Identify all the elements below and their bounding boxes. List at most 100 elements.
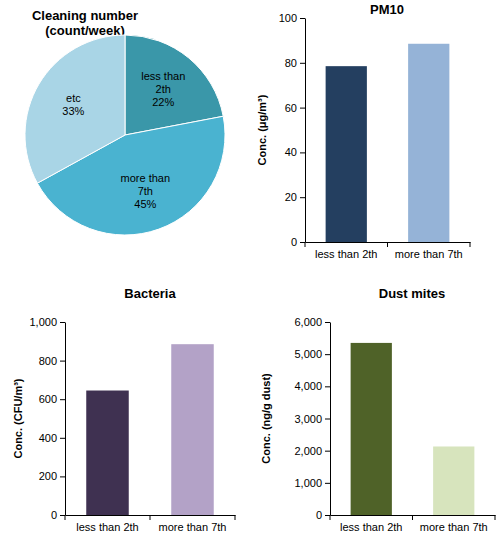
x-tick: more than 7th xyxy=(159,515,227,533)
bar-chart: 02004006008001,000less than 2thmore than… xyxy=(12,286,236,533)
y-tick: 4,000 xyxy=(294,380,330,392)
y-tick-label: 0 xyxy=(291,236,297,248)
x-axis: less than 2th more than 7th xyxy=(66,515,236,533)
y-tick: 200 xyxy=(39,470,65,482)
y-tick-mark xyxy=(300,242,305,243)
y-tick: 60 xyxy=(285,102,305,114)
bar-chart: 0 20 40 60 80 100 less than 2th more than 7th PM… xyxy=(256,2,471,260)
y-tick-label: 1,000 xyxy=(29,316,57,328)
y-tick-mark xyxy=(60,399,65,400)
y-tick-label: 80 xyxy=(285,57,297,69)
y-tick: 1,000 xyxy=(294,477,330,489)
y-tick-mark xyxy=(325,386,330,387)
chart-title: Bacteria xyxy=(124,286,176,301)
chart-title: PM10 xyxy=(370,2,404,17)
x-separator xyxy=(470,242,471,247)
y-tick-label: 3,000 xyxy=(294,413,322,425)
x-tick: more than 7th xyxy=(395,242,463,260)
y-tick: 2,000 xyxy=(294,445,330,457)
y-tick: 80 xyxy=(285,57,305,69)
y-axis: 0 20 40 60 80 100 xyxy=(279,12,306,248)
y-tick: 40 xyxy=(285,146,305,158)
y-tick: 3,000 xyxy=(294,413,330,425)
y-tick-mark xyxy=(300,63,305,64)
x-tick: less than 2th xyxy=(340,515,402,533)
y-tick-label: 0 xyxy=(316,509,322,521)
y-tick-label: 600 xyxy=(39,393,57,405)
y-tick-label: 100 xyxy=(279,12,297,24)
y-tick-mark xyxy=(325,451,330,452)
y-tick-mark xyxy=(60,515,65,516)
y-tick-label: 0 xyxy=(51,509,57,521)
y-tick-label: 40 xyxy=(285,146,297,158)
x-tick-label: less than 2th xyxy=(340,521,402,533)
x-separator xyxy=(495,515,496,520)
figure: Cleaning number(count/week)less than2th2… xyxy=(0,0,504,544)
slice-labels: less than2th22%more than7th45%etc33% xyxy=(62,70,185,211)
pie-slice xyxy=(25,35,125,183)
y-tick: 1,000 xyxy=(29,316,65,328)
slice-category: etc xyxy=(66,92,81,104)
y-tick-label: 60 xyxy=(285,102,297,114)
x-separator xyxy=(330,515,331,520)
x-separators xyxy=(330,515,495,520)
bars xyxy=(86,344,214,515)
bar xyxy=(171,344,214,515)
x-axis: less than 2th more than 7th xyxy=(331,515,496,533)
y-tick-mark xyxy=(325,483,330,484)
y-axis: 0 1,000 2,000 3,000 4,000 5,000 6,000 xyxy=(294,316,330,521)
y-tick-label: 1,000 xyxy=(294,477,322,489)
y-tick: 6,000 xyxy=(294,316,330,328)
x-separator xyxy=(305,242,306,247)
x-separator xyxy=(150,515,151,520)
y-tick-mark xyxy=(60,361,65,362)
y-tick-label: 2,000 xyxy=(294,445,322,457)
x-tick: more than 7th xyxy=(420,515,488,533)
y-axis: 02004006008001,000 xyxy=(29,316,65,521)
y-axis-title: Conc. (μg/m³) xyxy=(256,94,268,165)
x-axis: less than 2th more than 7th xyxy=(306,242,471,260)
y-tick-label: 200 xyxy=(39,470,57,482)
y-tick-mark xyxy=(60,438,65,439)
x-tick: less than 2th xyxy=(76,515,138,533)
y-axis-title: Conc. (CFU/m³) xyxy=(12,378,24,458)
y-axis-line xyxy=(65,323,66,516)
x-separator xyxy=(387,242,388,247)
y-tick-mark xyxy=(325,354,330,355)
x-separator xyxy=(235,515,236,520)
y-tick: 100 xyxy=(279,12,305,24)
slice-value: 33% xyxy=(62,105,84,117)
x-separator xyxy=(412,515,413,520)
y-tick-label: 400 xyxy=(39,432,57,444)
y-tick-mark xyxy=(325,322,330,323)
y-tick-mark xyxy=(300,18,305,19)
x-separators xyxy=(305,242,470,247)
bar xyxy=(326,66,367,242)
x-tick-label: less than 2th xyxy=(76,521,138,533)
y-tick: 400 xyxy=(39,432,65,444)
x-tick: less than 2th xyxy=(315,242,377,260)
slice-value: 22% xyxy=(152,96,174,108)
y-tick: 0 xyxy=(291,236,305,248)
x-separator xyxy=(65,515,66,520)
bar xyxy=(86,391,129,515)
y-tick: 600 xyxy=(39,393,65,405)
y-tick: 5,000 xyxy=(294,348,330,360)
x-tick-label: more than 7th xyxy=(395,248,463,260)
y-tick-label: 4,000 xyxy=(294,380,322,392)
y-tick-mark xyxy=(300,197,305,198)
x-tick-label: less than 2th xyxy=(315,248,377,260)
chart-title: Cleaning number(count/week) xyxy=(32,8,138,38)
x-tick-label: more than 7th xyxy=(420,521,488,533)
y-tick-mark xyxy=(300,152,305,153)
bars xyxy=(326,44,450,242)
y-tick-mark xyxy=(60,322,65,323)
y-tick-mark xyxy=(325,419,330,420)
chart-title: Dust mites xyxy=(379,286,445,301)
y-tick-label: 20 xyxy=(285,191,297,203)
slice-category: more than7th xyxy=(121,172,171,197)
bar-chart: 0 1,000 2,000 3,000 4,000 5,000 6,000 less than… xyxy=(260,286,496,533)
x-separators xyxy=(65,515,235,520)
y-tick: 0 xyxy=(51,509,65,521)
y-tick: 20 xyxy=(285,191,305,203)
